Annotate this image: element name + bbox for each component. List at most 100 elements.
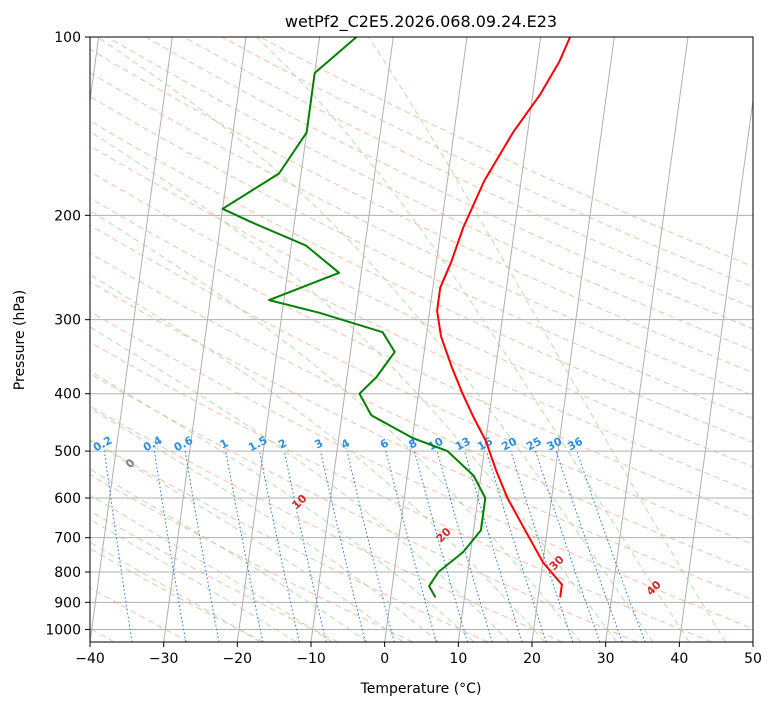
moist-adiabat-line	[368, 37, 727, 642]
isotherm-line	[90, 37, 100, 105]
dry-adiabat-line	[90, 281, 753, 601]
moist-adiabat-line	[90, 130, 618, 642]
mixing-ratio-line	[346, 450, 395, 642]
moist-adiabat-line	[90, 494, 333, 642]
background-labels: 0.10.20.40.611.52346810131620253036-100-…	[91, 434, 664, 599]
isotherm-line	[90, 37, 173, 642]
chart-title: wetPf2_C2E5.2026.068.09.24.E23	[285, 12, 557, 32]
mixing-ratio-label: 3	[312, 436, 325, 451]
mixing-ratio-line	[385, 450, 437, 642]
moist-adiabat-line	[97, 37, 654, 642]
plot-frame	[89, 36, 754, 643]
y-tick-label: 400	[54, 387, 81, 403]
y-tick-label: 800	[54, 565, 81, 581]
mixing-ratio-line	[510, 450, 574, 642]
x-tick-label: −30	[149, 651, 179, 667]
mixing-ratio-line	[555, 450, 623, 642]
mixing-ratio-label: 6	[378, 436, 391, 451]
moist-adiabat-line	[90, 518, 297, 642]
dry-adiabat-line	[90, 252, 753, 573]
y-tick-label: 900	[54, 595, 81, 611]
x-tick-label: 50	[744, 651, 762, 667]
dry-adiabat-line	[221, 37, 753, 288]
mixing-ratio-line	[103, 451, 133, 642]
mixing-ratio-line	[576, 450, 646, 642]
dry-adiabat-line	[90, 310, 753, 630]
y-tick-label: 300	[54, 313, 81, 329]
isotherm-line	[236, 37, 321, 642]
y-tick-label: 100	[54, 30, 81, 46]
moist-adiabat-line	[90, 370, 475, 642]
mixing-ratio-line	[153, 451, 187, 642]
mixing-ratio-label: 13	[453, 435, 473, 454]
mixing-ratio-label: 2	[276, 436, 289, 451]
x-tick-label: 30	[597, 651, 615, 667]
series-line-dewpoint	[221, 37, 487, 598]
x-tick-label: −20	[223, 651, 253, 667]
isotherm-line	[752, 638, 753, 642]
y-axis-title: Pressure (hPa)	[12, 290, 28, 390]
moist-adiabat-line	[90, 541, 261, 642]
y-tick-label: 1000	[45, 622, 81, 638]
dry-adiabat-line	[90, 341, 712, 642]
mixing-ratio-line	[486, 450, 547, 642]
mixing-ratio-label: 20	[499, 435, 519, 454]
isotherm-line	[678, 96, 753, 642]
mixing-ratio-line	[184, 451, 220, 642]
y-tick-label: 200	[54, 208, 81, 224]
dry-adiabat-line	[90, 95, 753, 420]
mixing-ratio-label: 36	[565, 435, 585, 454]
mixing-ratio-label: 4	[339, 436, 352, 451]
moist-adiabat-line	[90, 326, 510, 642]
x-tick-label: 10	[449, 651, 467, 667]
moist-adiabat-line	[90, 468, 368, 642]
x-tick-label: −10	[296, 651, 326, 667]
moist-adiabat-line	[90, 439, 404, 642]
mixing-ratio-line	[259, 451, 300, 642]
y-tick-label: 700	[54, 531, 81, 547]
mixing-ratio-line	[283, 450, 327, 642]
y-tick-label: 600	[54, 491, 81, 507]
dry-adiabat-line	[90, 373, 638, 642]
x-axis-title: Temperature (°C)	[360, 681, 482, 697]
dry-adiabat-line	[145, 37, 753, 330]
x-tick-label: 40	[670, 651, 688, 667]
dry-adiabat-line	[107, 37, 753, 352]
dry-adiabat-line	[90, 71, 753, 396]
isotherm-line	[531, 37, 615, 642]
y-axis: 100 200 300 400 500 600 700 800 900 1000	[45, 30, 90, 638]
series-layer	[221, 37, 572, 598]
x-axis: −40 −30 −20 −10 0 10 20 30 40 50	[75, 642, 762, 667]
mixing-ratio-line	[464, 450, 523, 642]
mixing-ratio-line	[225, 451, 264, 642]
background-lines	[90, 37, 753, 642]
dry-adiabat-line	[90, 197, 753, 519]
dry-adiabat-line	[90, 510, 339, 642]
x-tick-label: −40	[75, 651, 105, 667]
mixing-ratio-label: 1	[218, 436, 231, 451]
series-line-temperature	[436, 37, 572, 598]
moist-adiabat-line	[90, 407, 439, 642]
mixing-ratio-label: 25	[524, 435, 544, 454]
y-tick-label: 500	[54, 444, 81, 460]
moist-adiabat-label: 10	[289, 492, 309, 512]
mixing-ratio-line	[320, 450, 366, 642]
isotherm-line	[605, 37, 689, 642]
moist-adiabat-line	[90, 209, 582, 642]
moist-adiabat-line	[256, 37, 690, 642]
isotherm-line	[163, 37, 247, 642]
dry-adiabat-line	[90, 224, 753, 545]
moist-adiabat-label: 20	[434, 525, 454, 545]
dry-adiabat-line	[90, 48, 753, 374]
dry-adiabat-line	[90, 548, 264, 642]
moist-adiabat-label: 0	[123, 456, 138, 471]
isotherm-line	[384, 37, 468, 642]
dry-adiabat-line	[90, 439, 488, 642]
dry-adiabat-line	[90, 171, 753, 493]
moist-adiabat-line	[90, 273, 546, 642]
mixing-ratio-line	[535, 450, 601, 642]
mixing-ratio-line	[414, 450, 468, 642]
mixing-ratio-label: 30	[545, 435, 565, 454]
moist-adiabat-label: 40	[644, 578, 664, 598]
